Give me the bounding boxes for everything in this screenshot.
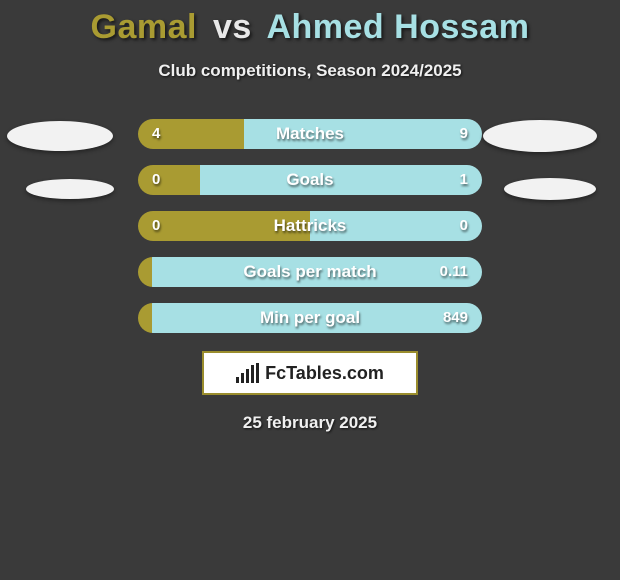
fctables-logo: FcTables.com [202,351,418,395]
weight-bubble [504,178,596,200]
player1-name: Gamal [91,8,197,46]
stat-bar-right [200,165,482,195]
stat-bar-left [138,211,310,241]
stat-bar-right [244,119,482,149]
stat-bar-track [138,257,482,287]
subtitle: Club competitions, Season 2024/2025 [0,61,620,81]
stat-bar-left [138,257,152,287]
stat-row: Hattricks00 [0,211,620,241]
player2-name: Ahmed Hossam [266,8,529,46]
comparison-title: Gamal vs Ahmed Hossam [0,0,620,47]
vs-label: vs [213,8,252,46]
stat-bar-left [138,119,244,149]
stat-bar-track [138,119,482,149]
stat-bar-right [152,303,482,333]
date-label: 25 february 2025 [0,413,620,433]
stat-bar-left [138,165,200,195]
stat-bar-left [138,303,152,333]
logo-bars-icon [236,363,259,383]
weight-bubble [7,121,113,151]
stat-bar-right [310,211,482,241]
stat-bar-track [138,165,482,195]
logo-text: FcTables.com [265,363,384,384]
stat-bar-track [138,303,482,333]
stat-row: Goals per match0.11 [0,257,620,287]
stat-bar-track [138,211,482,241]
weight-bubble [483,120,597,152]
weight-bubble [26,179,114,199]
stat-bar-right [152,257,482,287]
stat-row: Min per goal849 [0,303,620,333]
